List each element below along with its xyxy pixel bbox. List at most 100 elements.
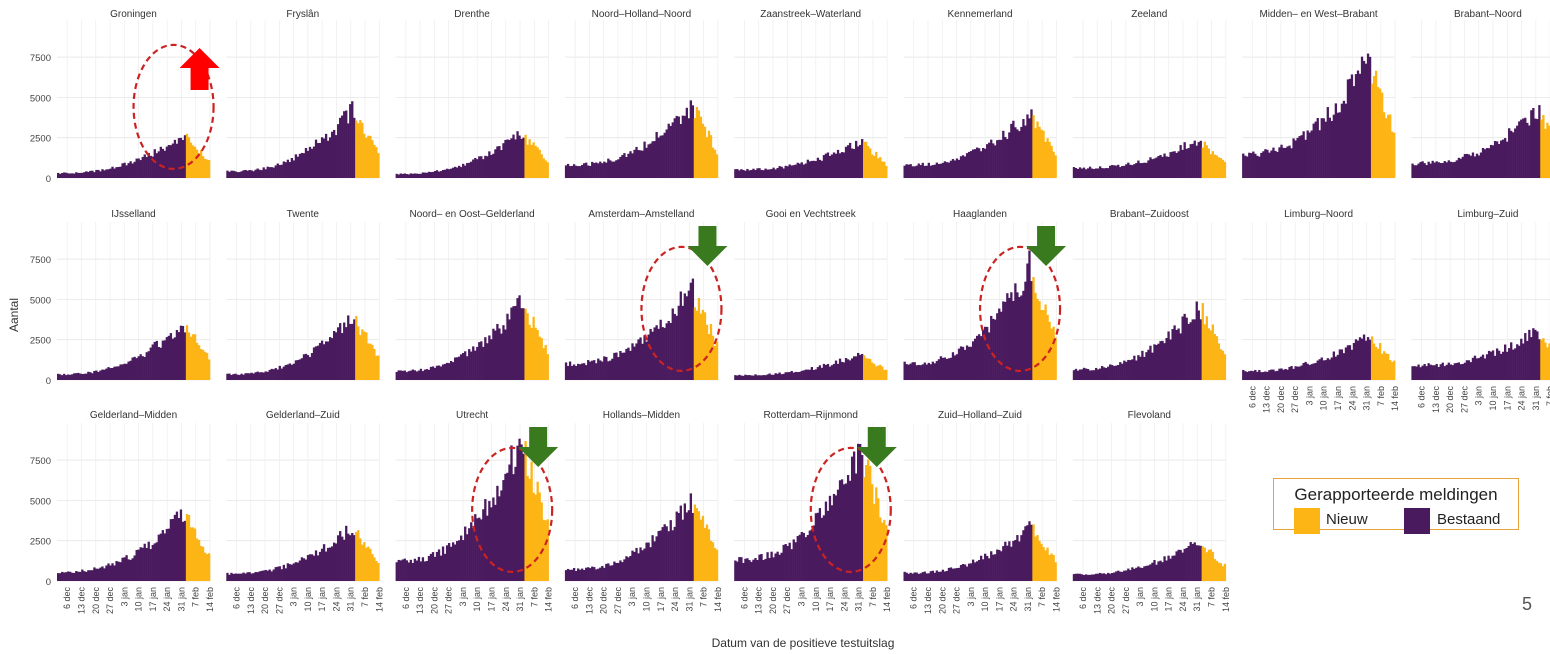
- bar: [651, 141, 654, 178]
- bar: [879, 364, 882, 380]
- bar: [89, 372, 92, 380]
- bar: [133, 555, 136, 581]
- bar: [1018, 131, 1021, 178]
- bar: [639, 150, 642, 178]
- bar: [1000, 551, 1003, 581]
- bar: [615, 562, 618, 581]
- x-tick-label: 6 dec: [1078, 587, 1088, 610]
- bar: [657, 137, 660, 178]
- bar: [1100, 168, 1104, 178]
- bar: [1326, 107, 1329, 178]
- x-tick-label: 27 dec: [444, 587, 454, 615]
- bar: [367, 546, 370, 581]
- bar: [605, 162, 608, 178]
- bar: [651, 535, 654, 581]
- bar: [857, 443, 860, 581]
- bar: [982, 147, 985, 178]
- bar: [103, 568, 106, 581]
- bar: [1133, 568, 1136, 581]
- bar: [822, 363, 826, 380]
- bar: [1145, 352, 1148, 380]
- bar: [919, 573, 922, 581]
- bar: [943, 571, 947, 581]
- bar: [941, 357, 945, 380]
- bar: [63, 572, 66, 581]
- x-tick-label: 10 jan: [134, 587, 144, 612]
- x-tick-label: 6 dec: [401, 587, 411, 610]
- bar: [703, 312, 707, 380]
- bar: [824, 501, 828, 581]
- bar: [653, 141, 656, 178]
- bar: [1312, 363, 1315, 380]
- bar: [1461, 363, 1465, 380]
- bar: [403, 173, 406, 178]
- bar: [947, 162, 951, 178]
- bar: [1248, 152, 1251, 178]
- bar: [367, 135, 370, 178]
- x-tick-label: 24 jan: [839, 587, 849, 612]
- bar: [524, 441, 527, 581]
- bar: [191, 527, 195, 581]
- bar: [669, 520, 672, 581]
- bar: [1213, 559, 1217, 581]
- bar: [516, 298, 519, 380]
- bar: [800, 532, 803, 581]
- bar: [1211, 551, 1215, 581]
- bar: [861, 455, 864, 581]
- bar: [1326, 358, 1329, 380]
- bar: [359, 120, 362, 178]
- bar: [290, 564, 294, 581]
- bar: [578, 166, 582, 178]
- bar: [488, 335, 491, 380]
- bar: [984, 148, 987, 178]
- bar: [403, 558, 406, 581]
- bar: [480, 341, 483, 380]
- x-tick-label: 7 feb: [699, 587, 709, 607]
- bar: [252, 573, 255, 581]
- bar: [1050, 553, 1053, 581]
- bar: [764, 558, 767, 581]
- bar: [1209, 154, 1213, 178]
- bar: [1014, 283, 1017, 380]
- bar: [1328, 117, 1331, 178]
- bar: [931, 570, 934, 581]
- bar: [1336, 112, 1340, 178]
- bar: [262, 167, 265, 178]
- x-tick-label: 17 jan: [317, 587, 327, 612]
- panel-title-groningen: Groningen: [110, 9, 157, 20]
- bar: [466, 534, 469, 581]
- bar: [1139, 356, 1142, 380]
- bar: [1542, 338, 1545, 380]
- bar: [439, 171, 443, 178]
- bar: [1030, 109, 1033, 178]
- bar: [679, 505, 682, 581]
- bar: [597, 568, 600, 581]
- bar: [982, 329, 985, 380]
- bar: [1372, 343, 1376, 380]
- bar: [927, 162, 930, 178]
- bar: [1258, 156, 1261, 178]
- bar: [784, 544, 787, 581]
- x-tick-label: 3 jan: [966, 587, 976, 607]
- x-tick-label: 31 jan: [515, 587, 525, 612]
- bar: [1197, 142, 1200, 178]
- y-tick-label: 5000: [30, 93, 51, 104]
- bar: [1209, 549, 1213, 581]
- bar: [1425, 366, 1428, 380]
- bar: [1435, 161, 1438, 178]
- bar: [1129, 570, 1132, 581]
- bar: [1008, 541, 1011, 581]
- bar: [113, 366, 116, 380]
- bar: [544, 345, 547, 380]
- bar: [1276, 370, 1279, 380]
- bar: [490, 507, 493, 581]
- bar: [673, 313, 676, 380]
- bar: [572, 568, 576, 581]
- bar: [191, 145, 195, 178]
- bar: [792, 165, 795, 178]
- bar: [707, 529, 711, 581]
- bar: [1173, 555, 1176, 581]
- bar: [1439, 364, 1442, 380]
- bar: [181, 325, 185, 380]
- bar: [228, 373, 231, 380]
